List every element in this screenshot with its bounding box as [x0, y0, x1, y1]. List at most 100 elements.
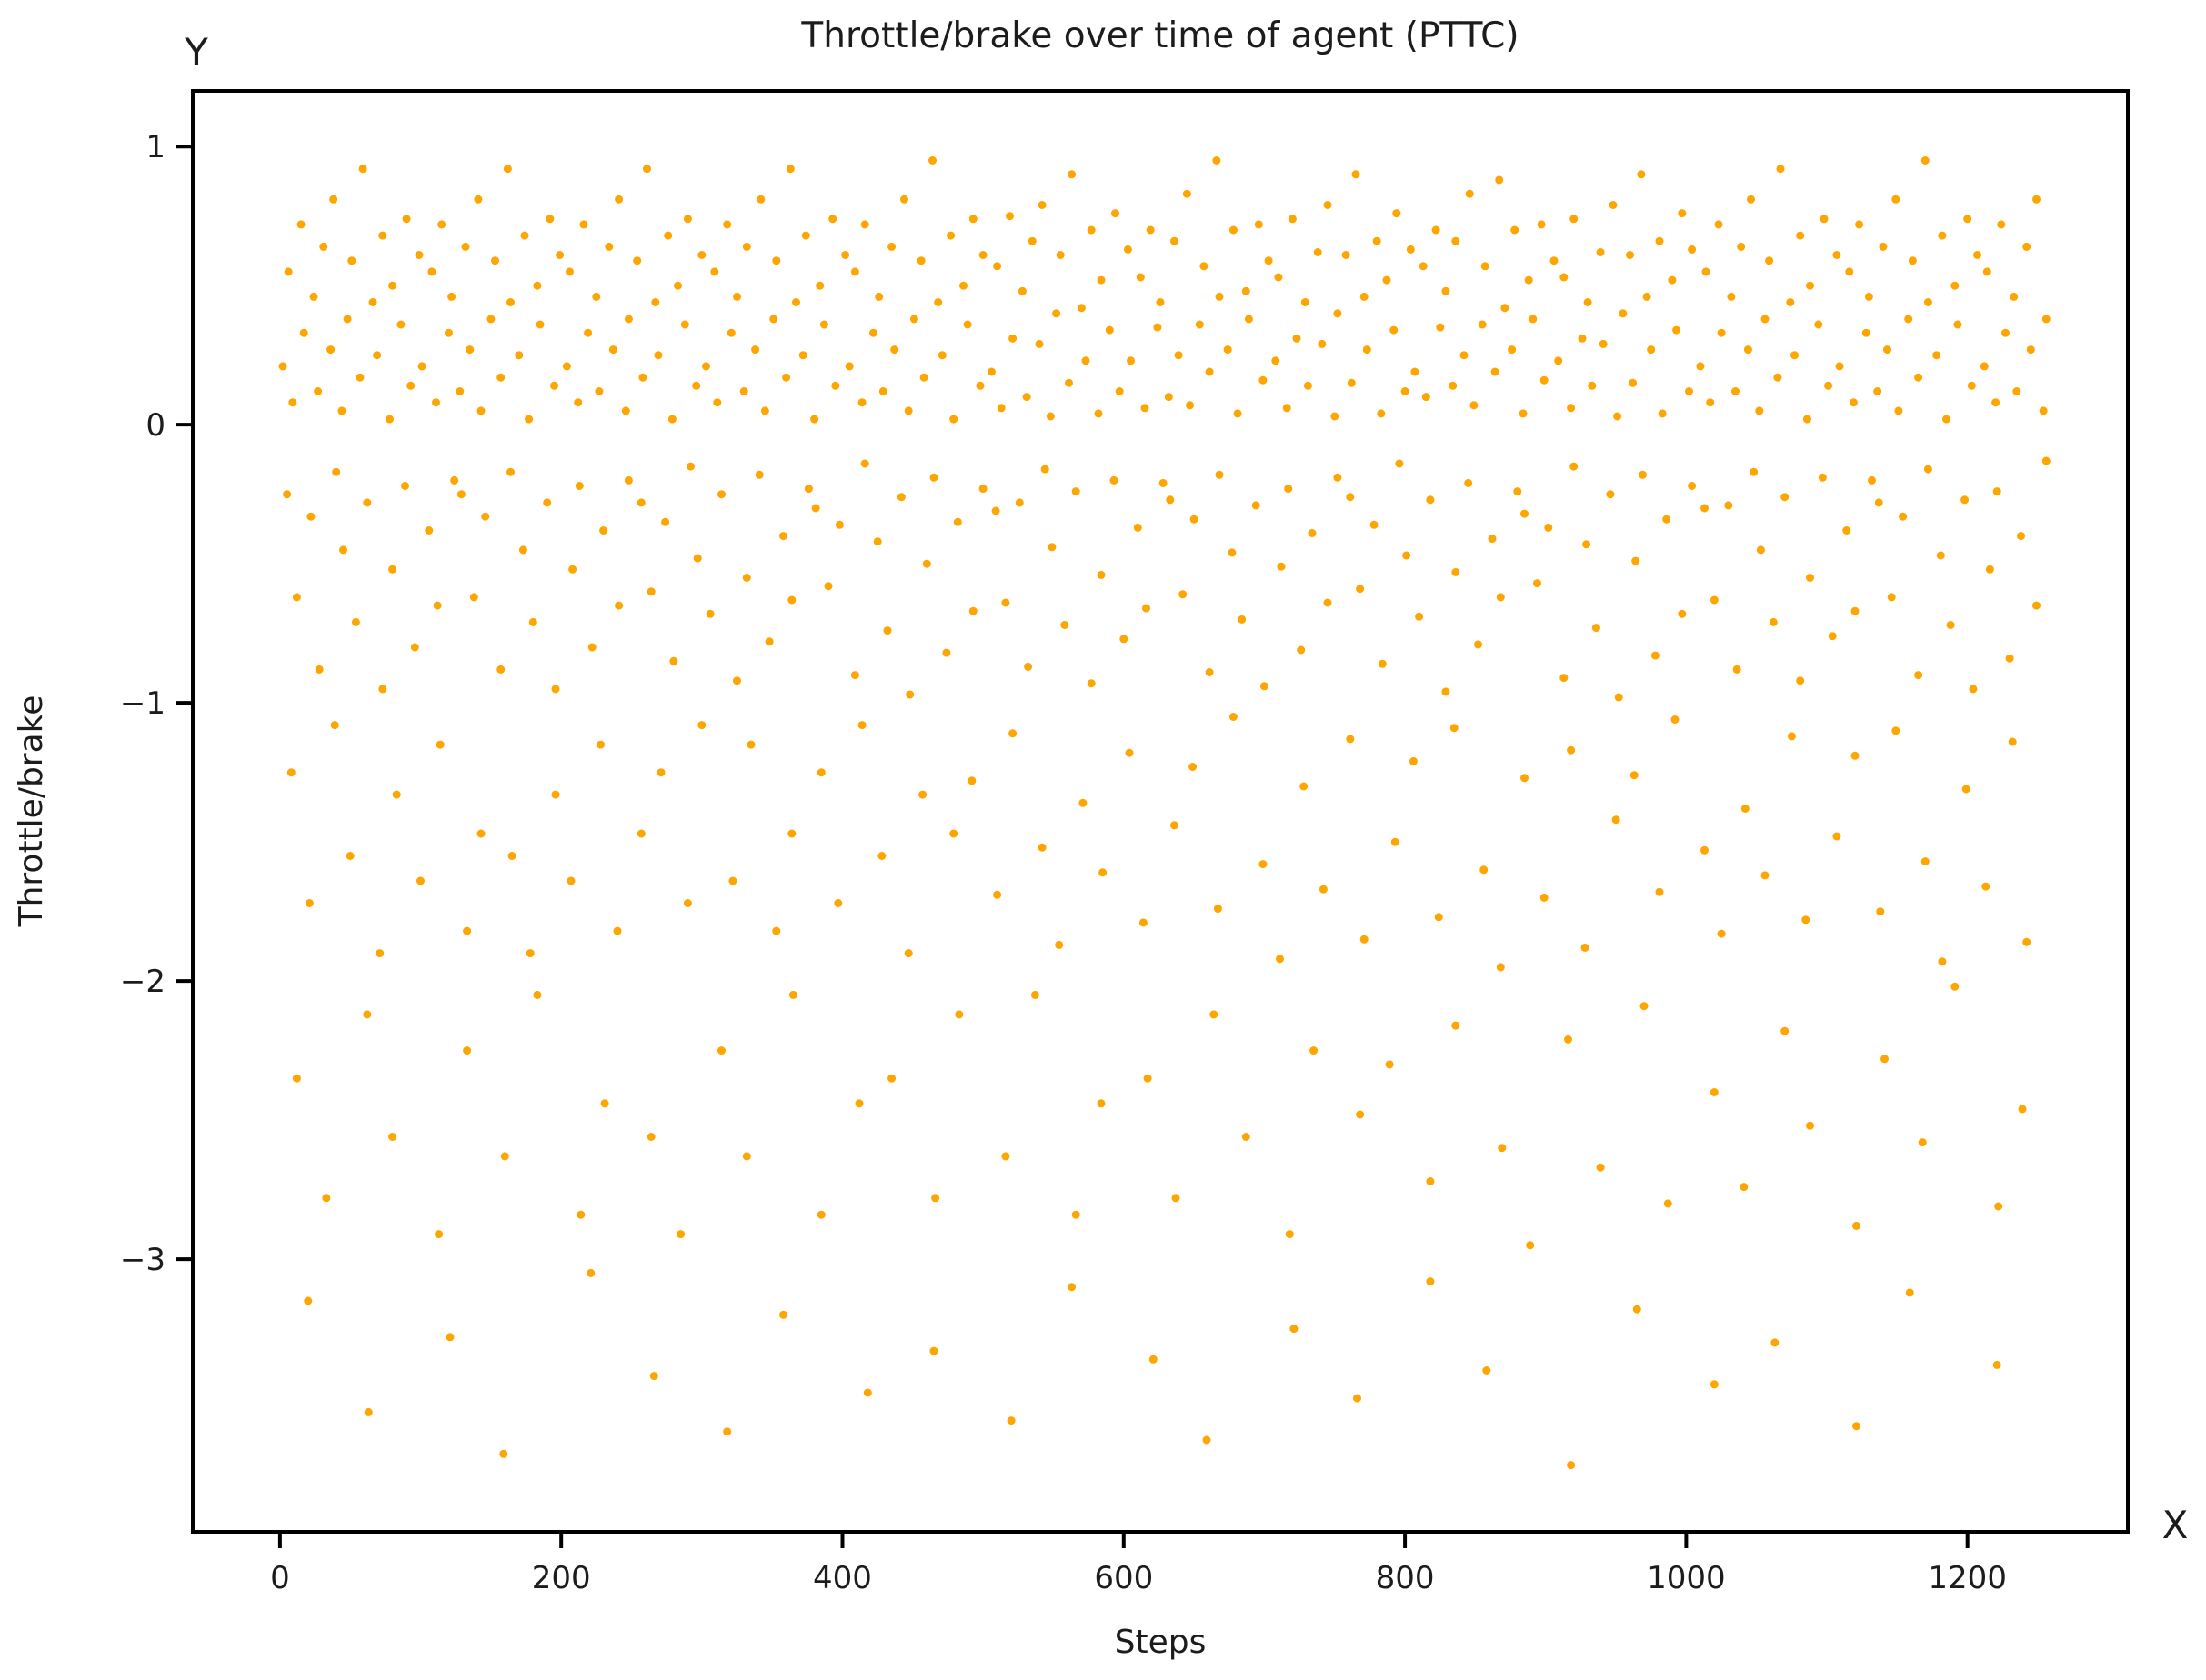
data-point	[1372, 236, 1381, 245]
data-point	[305, 899, 314, 907]
data-point	[402, 215, 411, 224]
data-point	[1923, 465, 1932, 474]
data-point	[1415, 612, 1424, 621]
data-point	[1647, 345, 1656, 355]
data-point	[1760, 871, 1770, 880]
data-point	[1356, 585, 1365, 594]
data-point	[1431, 225, 1440, 235]
data-point	[801, 231, 810, 240]
data-point	[520, 231, 529, 240]
data-point	[1188, 763, 1198, 771]
data-point	[993, 890, 1002, 899]
data-point	[319, 242, 328, 251]
data-point	[528, 617, 537, 626]
data-point	[1205, 367, 1214, 376]
data-point	[396, 320, 406, 329]
data-point	[1500, 304, 1509, 313]
data-point	[955, 1010, 964, 1019]
data-point	[728, 876, 737, 885]
data-point	[322, 1194, 331, 1203]
data-point	[1806, 574, 1814, 582]
data-point	[1524, 275, 1533, 285]
data-point	[1717, 328, 1726, 337]
data-point	[1549, 256, 1559, 265]
data-point	[433, 601, 442, 610]
data-point	[1670, 715, 1680, 724]
data-point	[1936, 551, 1945, 560]
data-point	[1056, 251, 1065, 259]
data-point	[1629, 378, 1638, 387]
data-point	[1727, 292, 1736, 301]
data-point	[1186, 401, 1194, 410]
data-point	[326, 345, 336, 355]
data-point	[1254, 220, 1263, 229]
data-point	[1111, 209, 1119, 218]
data-point	[683, 215, 692, 224]
data-point	[1994, 1202, 2003, 1211]
data-point	[463, 926, 472, 935]
data-point	[1596, 1163, 1605, 1172]
data-point	[788, 990, 797, 999]
data-point	[1426, 1277, 1435, 1286]
x-axis-ticks: 0 200 400 600 800 1000 1200	[270, 1532, 2007, 1596]
data-point	[1588, 381, 1597, 390]
data-point	[496, 665, 506, 674]
data-point	[1801, 915, 1810, 925]
data-point	[917, 256, 926, 265]
data-point	[278, 362, 287, 371]
data-point	[562, 362, 571, 371]
data-point	[841, 251, 850, 259]
data-point	[1845, 267, 1854, 276]
data-point	[816, 281, 825, 290]
data-point	[1790, 351, 1799, 360]
data-point	[506, 298, 515, 306]
data-point	[633, 256, 642, 265]
data-point	[1008, 729, 1018, 738]
data-point	[503, 165, 512, 174]
data-point	[624, 475, 633, 485]
data-point	[963, 320, 972, 329]
data-point	[1288, 215, 1297, 224]
data-point	[1451, 1021, 1460, 1030]
data-point	[2010, 292, 2019, 301]
data-point	[1223, 345, 1232, 355]
data-point	[1938, 231, 1947, 240]
data-point	[474, 195, 483, 204]
data-point	[1980, 362, 1989, 371]
data-point	[647, 587, 656, 596]
data-point	[1478, 320, 1487, 329]
data-point	[1024, 662, 1033, 671]
data-point	[1700, 504, 1709, 513]
data-point	[2026, 345, 2035, 355]
data-point	[1426, 495, 1435, 505]
data-point	[356, 373, 365, 382]
y-axis-ticks: 1 0 −1 −2 −3	[120, 129, 193, 1278]
data-point	[1796, 676, 1805, 685]
data-point	[929, 473, 938, 482]
data-point	[1662, 515, 1671, 524]
data-point	[1390, 837, 1399, 846]
data-point	[1849, 398, 1858, 407]
data-point	[1706, 398, 1715, 407]
data-point	[1832, 251, 1841, 259]
data-point	[1479, 865, 1489, 875]
data-point	[863, 1388, 872, 1397]
data-point	[1717, 929, 1726, 938]
data-point	[976, 381, 985, 390]
data-point	[1953, 320, 1962, 329]
data-point	[1052, 309, 1061, 318]
data-point	[1319, 885, 1328, 894]
data-point	[1146, 225, 1155, 235]
data-point	[1346, 735, 1355, 744]
data-point	[1330, 412, 1339, 421]
data-point	[664, 231, 673, 240]
data-point	[765, 637, 774, 646]
data-point	[621, 406, 630, 415]
data-point	[733, 292, 741, 301]
data-point	[934, 298, 943, 306]
data-point	[461, 242, 470, 251]
data-point	[1942, 415, 1950, 424]
data-point	[869, 328, 877, 337]
data-point	[551, 790, 560, 799]
